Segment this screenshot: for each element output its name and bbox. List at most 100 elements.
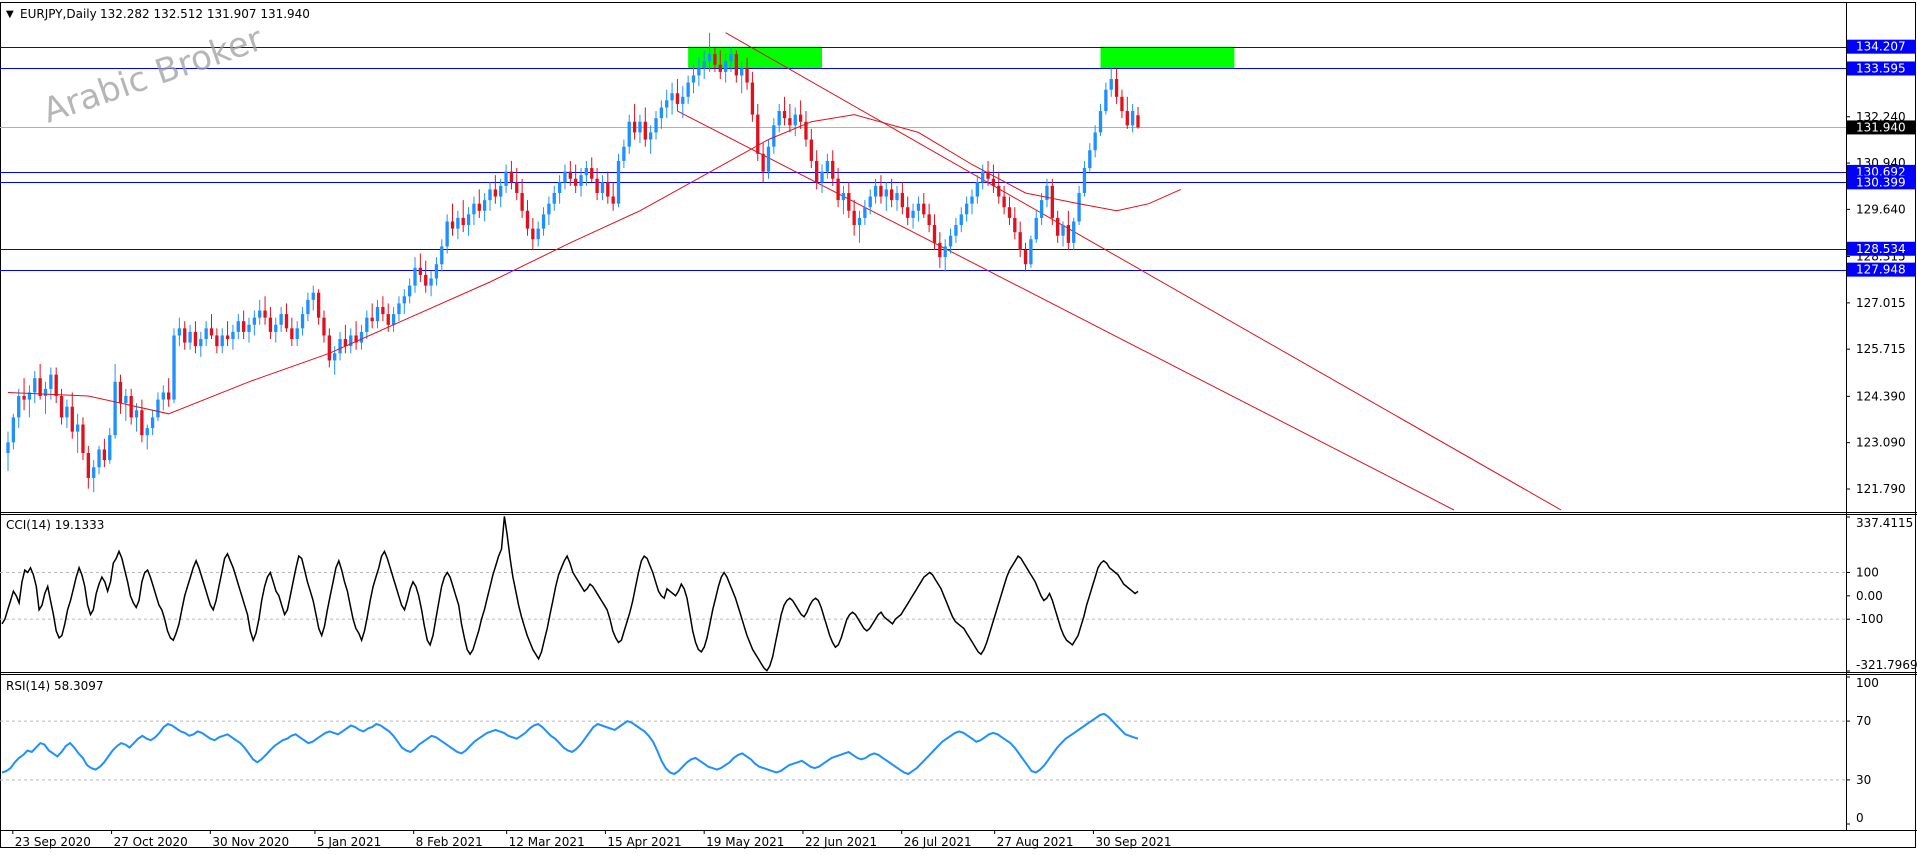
- candle-body: [788, 118, 792, 126]
- candle-body: [49, 374, 53, 389]
- candle-body: [322, 317, 326, 336]
- candle-body: [6, 442, 10, 454]
- candle-body: [397, 303, 401, 315]
- candles: [6, 32, 1140, 493]
- candle-body: [11, 417, 16, 443]
- candle-body: [868, 196, 872, 208]
- candle-body: [279, 314, 283, 325]
- candle-body: [981, 171, 985, 183]
- candle-body: [745, 68, 749, 83]
- candle-body: [1136, 115, 1140, 128]
- candle-body: [531, 228, 535, 240]
- candle-body: [740, 68, 744, 76]
- time-tick-label: 30 Sep 2021: [1095, 835, 1171, 849]
- candle-body: [515, 182, 519, 193]
- candle-body: [820, 171, 824, 183]
- indicator-tick-label: 0.00: [1856, 589, 1883, 603]
- candle-body: [118, 381, 123, 404]
- candle-body: [606, 182, 610, 197]
- candle-body: [247, 324, 251, 332]
- candle-body: [600, 182, 605, 193]
- candle-body: [1018, 232, 1022, 250]
- candle-body: [895, 192, 899, 201]
- candle-body: [284, 314, 289, 329]
- candle-body: [954, 225, 958, 236]
- candle-body: [723, 61, 728, 72]
- candle-body: [209, 328, 214, 336]
- candle-body: [333, 353, 337, 361]
- indicator-tick-label: -321.7969: [1856, 658, 1917, 672]
- candle-body: [493, 189, 498, 197]
- candle-body: [1056, 217, 1060, 236]
- candle-body: [225, 335, 230, 340]
- candle-body: [1120, 96, 1124, 112]
- candle-body: [124, 396, 128, 404]
- level-label: 130.399: [1856, 175, 1906, 189]
- candle-body: [1039, 200, 1044, 218]
- candle-body: [1023, 249, 1028, 265]
- candle-body: [108, 435, 112, 461]
- menu-arrow-icon[interactable]: ▼: [6, 9, 14, 20]
- resistance-zone: [688, 46, 823, 69]
- candle-body: [263, 310, 267, 318]
- candle-body: [948, 235, 953, 247]
- candle-body: [499, 185, 503, 197]
- candle-body: [681, 96, 685, 104]
- candle-body: [258, 310, 262, 318]
- candle-body: [547, 203, 551, 215]
- candle-body: [472, 203, 476, 215]
- candle-body: [1077, 192, 1081, 222]
- candle-body: [295, 328, 299, 340]
- indicator-tick-label: 70: [1856, 714, 1871, 728]
- time-tick-label: 8 Feb 2021: [416, 835, 483, 849]
- candle-body: [697, 68, 701, 76]
- candle-body: [525, 210, 530, 229]
- candle-body: [140, 410, 144, 436]
- candle-body: [825, 160, 830, 172]
- last-price-box: [1847, 120, 1916, 135]
- candle-body: [456, 217, 460, 229]
- rsi-pane: 100 70 30 0 RSI(14) 58.3097: [0, 676, 1879, 825]
- candle-body: [172, 335, 176, 400]
- candle-body: [461, 217, 465, 226]
- level-label-box: [1847, 262, 1916, 277]
- candle-body: [504, 171, 508, 186]
- candle-body: [274, 324, 278, 332]
- candle-body: [1002, 196, 1006, 208]
- candle-body: [1109, 78, 1113, 90]
- price-tick-label: 123.090: [1856, 436, 1906, 450]
- candle-body: [1093, 132, 1097, 151]
- time-tick-label: 23 Sep 2020: [15, 835, 91, 849]
- candle-body: [804, 121, 808, 140]
- candle-body: [841, 192, 846, 201]
- candle-body: [43, 388, 48, 397]
- candle-body: [183, 328, 187, 343]
- candle-body: [873, 185, 878, 197]
- candle-body: [1029, 239, 1033, 265]
- candle-body: [595, 178, 599, 193]
- candle-body: [75, 424, 80, 432]
- candle-body: [1061, 225, 1065, 236]
- candle-body: [86, 453, 90, 478]
- candle-body: [407, 285, 412, 297]
- candle-body: [102, 449, 107, 461]
- candle-body: [450, 221, 455, 229]
- candle-body: [975, 182, 979, 197]
- candle-body: [193, 331, 198, 347]
- candle-body: [33, 378, 37, 393]
- candle-body: [1098, 111, 1103, 133]
- candle-body: [1045, 185, 1049, 201]
- last-price-label: 131.940: [1856, 120, 1906, 134]
- candle-body: [670, 93, 674, 101]
- price-axis: 121.790123.090124.390125.715127.015128.3…: [1846, 39, 1916, 496]
- candle-body: [943, 246, 947, 258]
- candle-body: [413, 267, 417, 286]
- candle-body: [718, 64, 722, 72]
- candle-body: [675, 93, 680, 104]
- candle-body: [638, 121, 642, 133]
- candle-body: [836, 178, 840, 201]
- candle-body: [772, 125, 776, 147]
- candle-body: [932, 225, 937, 243]
- candle-body: [520, 192, 524, 211]
